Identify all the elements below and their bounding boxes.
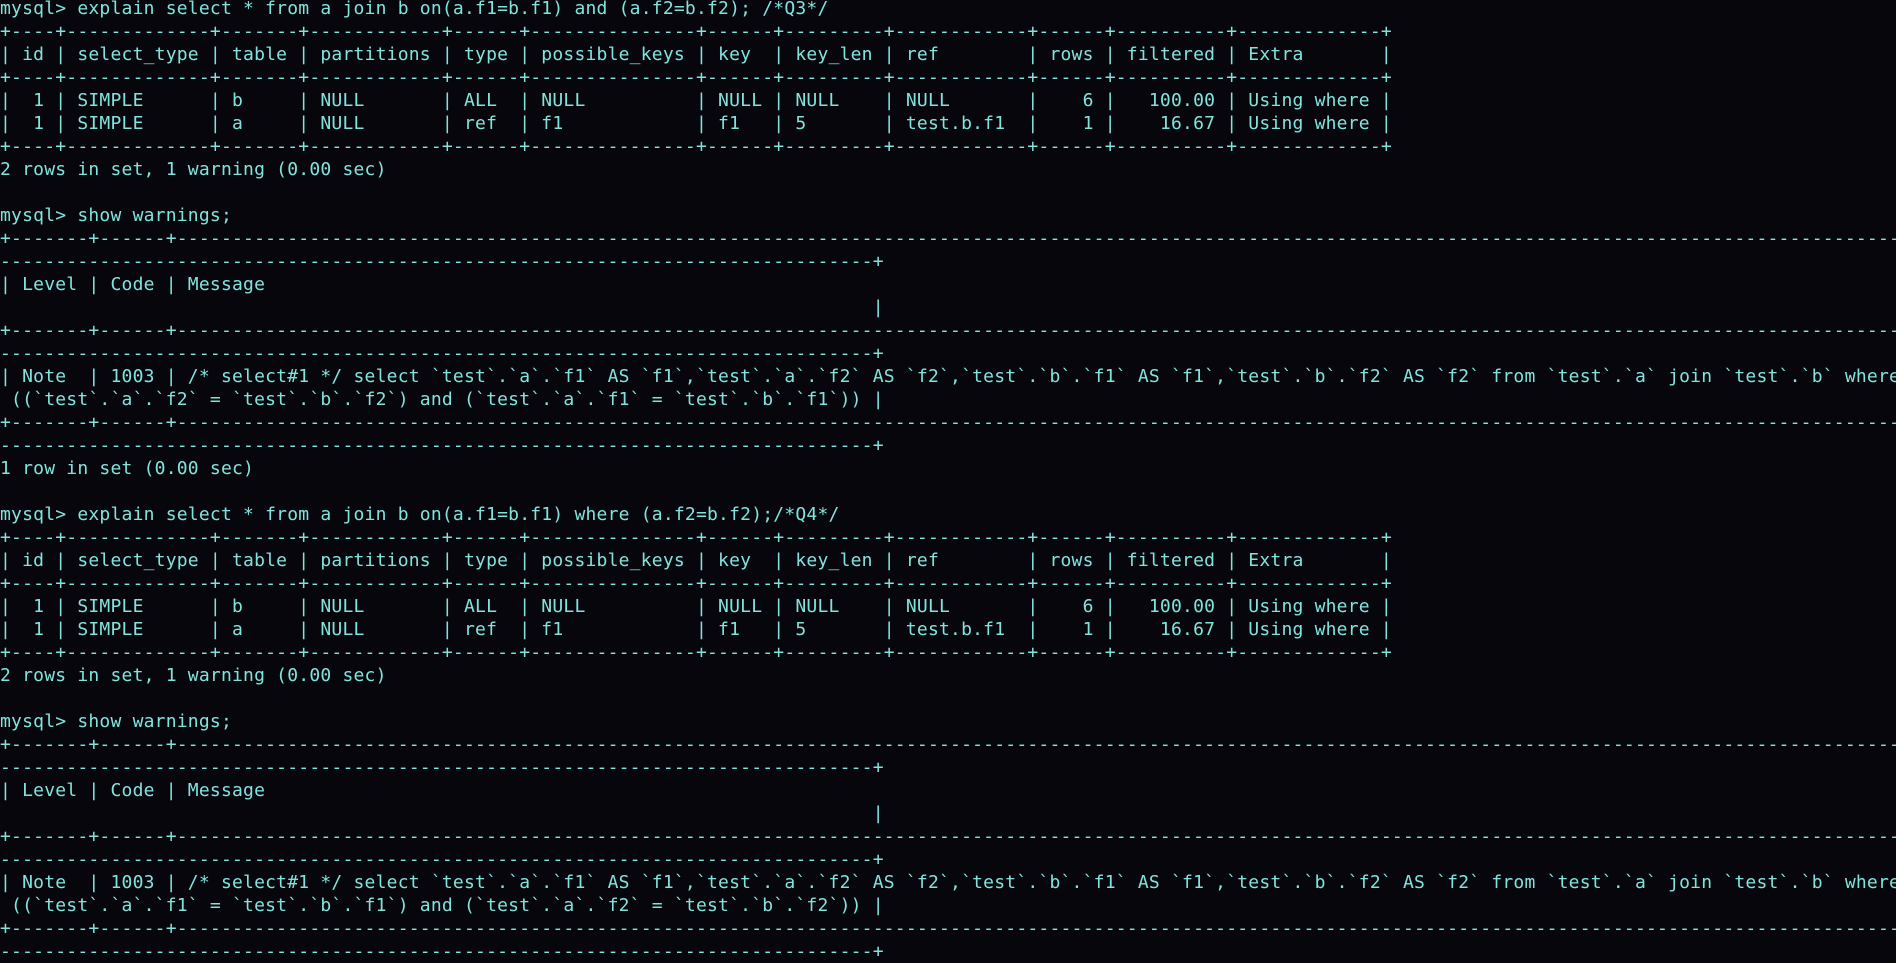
table-border: +-------+------+------------------------…	[0, 734, 1896, 755]
table-border: +-------+------+------------------------…	[0, 918, 1896, 939]
status-line: 2 rows in set, 1 warning (0.00 sec)	[0, 159, 387, 180]
table-header: | Level | Code | Message	[0, 780, 1896, 801]
table-border: +----+-------------+-------+------------…	[0, 67, 1392, 88]
table-row: | 1 | SIMPLE | a | NULL | ref | f1 | f1 …	[0, 619, 1392, 640]
table-border: +----+-------------+-------+------------…	[0, 642, 1392, 663]
table-header: | Level | Code | Message	[0, 274, 1896, 295]
blank-line	[0, 480, 1896, 503]
command-line: mysql> explain select * from a join b on…	[0, 0, 829, 19]
table-border: ----------------------------------------…	[0, 435, 884, 456]
status-line: 2 rows in set, 1 warning (0.00 sec)	[0, 665, 387, 686]
command-line: mysql> show warnings;	[0, 711, 232, 732]
table-border: +----+-------------+-------+------------…	[0, 21, 1392, 42]
table-row: ((`test`.`a`.`f1` = `test`.`b`.`f1`) and…	[0, 895, 884, 916]
table-row: | 1 | SIMPLE | b | NULL | ALL | NULL | N…	[0, 90, 1392, 111]
table-header: |	[0, 297, 884, 318]
table-border: ----------------------------------------…	[0, 251, 884, 272]
blank-line	[0, 687, 1896, 710]
status-line: 1 row in set (0.00 sec)	[0, 458, 255, 479]
table-border: ----------------------------------------…	[0, 849, 884, 870]
table-row: ((`test`.`a`.`f2` = `test`.`b`.`f2`) and…	[0, 389, 884, 410]
table-border: ----------------------------------------…	[0, 343, 884, 364]
table-row: | 1 | SIMPLE | b | NULL | ALL | NULL | N…	[0, 596, 1392, 617]
table-border: +----+-------------+-------+------------…	[0, 136, 1392, 157]
table-border: ----------------------------------------…	[0, 757, 884, 778]
command-line: mysql> explain select * from a join b on…	[0, 504, 840, 525]
command-line: mysql> show warnings;	[0, 205, 232, 226]
table-border: +-------+------+------------------------…	[0, 228, 1896, 249]
table-header: | id | select_type | table | partitions …	[0, 44, 1392, 65]
table-row: | 1 | SIMPLE | a | NULL | ref | f1 | f1 …	[0, 113, 1392, 134]
table-border: ----------------------------------------…	[0, 941, 884, 962]
blank-line	[0, 181, 1896, 204]
table-header: |	[0, 803, 884, 824]
table-border: +----+-------------+-------+------------…	[0, 573, 1392, 594]
table-row: | Note | 1003 | /* select#1 */ select `t…	[0, 872, 1896, 893]
table-border: +----+-------------+-------+------------…	[0, 527, 1392, 548]
table-border: +-------+------+------------------------…	[0, 320, 1896, 341]
table-header: | id | select_type | table | partitions …	[0, 550, 1392, 571]
table-row: | Note | 1003 | /* select#1 */ select `t…	[0, 366, 1896, 387]
table-border: +-------+------+------------------------…	[0, 412, 1896, 433]
table-border: +-------+------+------------------------…	[0, 826, 1896, 847]
